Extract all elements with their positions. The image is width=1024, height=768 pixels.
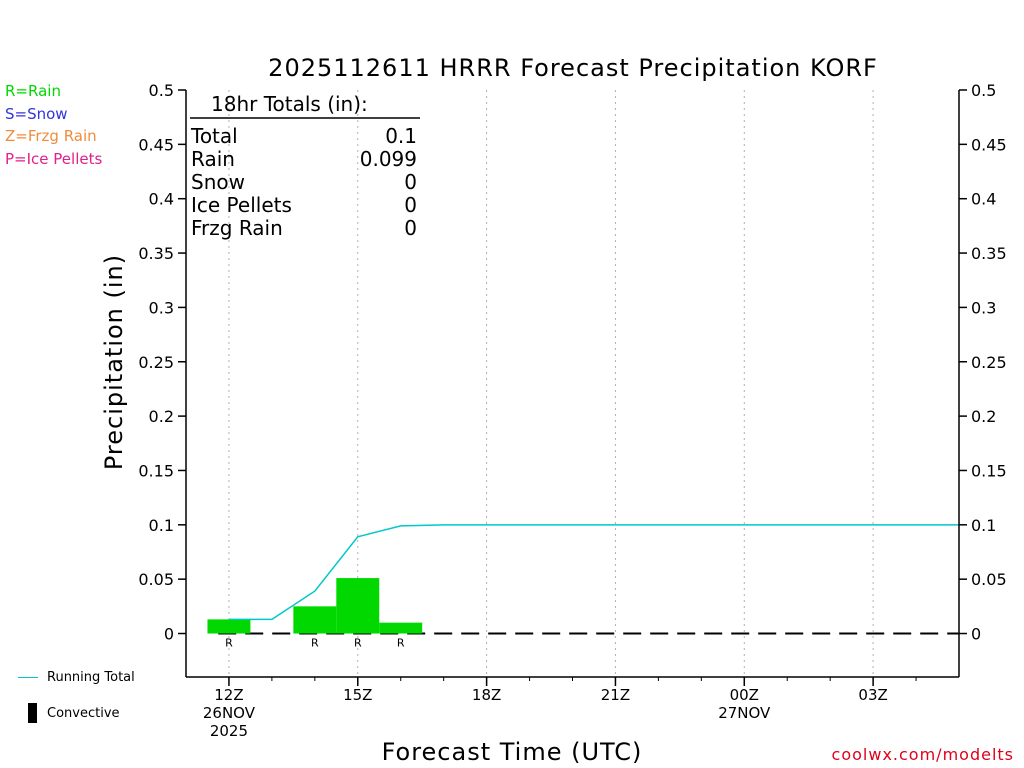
totals-row-value: 0	[404, 216, 417, 240]
precip-type-label: R	[354, 637, 362, 650]
y-tick-label-left: 0.1	[149, 516, 174, 535]
y-tick-label-left: 0.2	[149, 407, 174, 426]
y-tick-label-left: 0	[164, 625, 174, 644]
x-axis-title: Forecast Time (UTC)	[382, 738, 643, 766]
precip-bar	[207, 619, 251, 634]
legend-ice-pellets: P=Ice Pellets	[5, 150, 103, 168]
credit-text: coolwx.com/modelts	[831, 745, 1014, 764]
y-tick-label-right: 0.3	[971, 298, 996, 317]
x-tick-label: 12Z	[214, 686, 243, 704]
totals-row-label: Ice Pellets	[191, 193, 292, 217]
totals-row-label: Snow	[191, 170, 245, 194]
y-tick-label-left: 0.05	[138, 570, 174, 589]
precip-bar	[379, 622, 423, 634]
precip-type-label: R	[225, 637, 233, 650]
y-tick-label-left: 0.4	[149, 190, 174, 209]
legend-snow: S=Snow	[5, 105, 68, 123]
y-axis-title: Precipitation (in)	[100, 254, 128, 470]
precip-type-label: R	[311, 637, 319, 650]
x-tick-label: 03Z	[858, 686, 887, 704]
y-tick-label-right: 0.4	[971, 190, 996, 209]
x-tick-label: 15Z	[343, 686, 372, 704]
x-tick-label: 21Z	[601, 686, 630, 704]
y-tick-label-left: 0.35	[138, 244, 174, 263]
x-tick-label: 27NOV	[718, 704, 771, 722]
x-tick-label: 26NOV	[203, 704, 256, 722]
running-total-line	[228, 524, 959, 621]
y-tick-label-right: 0.35	[971, 244, 1007, 263]
totals-row-label: Rain	[191, 147, 235, 171]
y-tick-label-right: 0.15	[971, 461, 1007, 480]
y-tick-label-left: 0.5	[149, 81, 174, 100]
y-tick-label-right: 0.25	[971, 353, 1007, 372]
precip-type-label: R	[397, 637, 405, 650]
y-tick-label-left: 0.3	[149, 298, 174, 317]
y-tick-label-right: 0.5	[971, 81, 996, 100]
precip-bar	[293, 606, 337, 634]
totals-row-value: 0.1	[385, 124, 417, 148]
totals-header: 18hr Totals (in):	[211, 92, 368, 116]
totals-row-value: 0	[404, 193, 417, 217]
y-tick-label-right: 0.45	[971, 135, 1007, 154]
totals-row-label: Total	[190, 124, 238, 148]
y-tick-label-left: 0.15	[138, 461, 174, 480]
y-tick-label-left: 0.45	[138, 135, 174, 154]
totals-row-label: Frzg Rain	[191, 216, 283, 240]
running-total-legend-label: Running Total	[47, 670, 135, 685]
x-tick-label: 18Z	[472, 686, 501, 704]
x-tick-label: 00Z	[730, 686, 759, 704]
y-tick-label-right: 0	[971, 625, 981, 644]
precip-bar	[336, 578, 380, 634]
legend-frzg-rain: Z=Frzg Rain	[5, 127, 97, 145]
running-total-legend-line	[18, 677, 38, 678]
y-tick-label-right: 0.05	[971, 570, 1007, 589]
x-tick-label: 2025	[210, 722, 248, 740]
legend-rain: R=Rain	[5, 82, 61, 100]
y-tick-label-right: 0.2	[971, 407, 996, 426]
convective-legend-label: Convective	[47, 706, 120, 721]
y-tick-label-right: 0.1	[971, 516, 996, 535]
totals-row-value: 0	[404, 170, 417, 194]
chart-title: 2025112611 HRRR Forecast Precipitation K…	[268, 54, 878, 82]
convective-legend-swatch	[28, 703, 37, 723]
y-tick-label-left: 0.25	[138, 353, 174, 372]
totals-row-value: 0.099	[360, 147, 417, 171]
